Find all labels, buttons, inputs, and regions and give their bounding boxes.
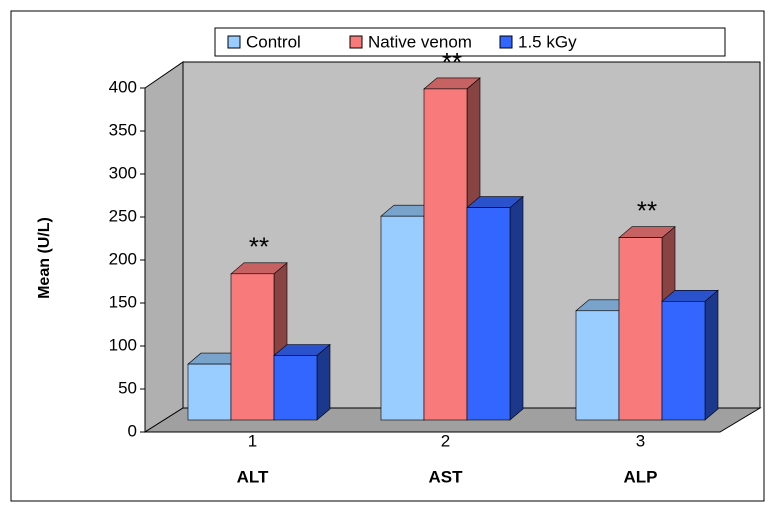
y-tick-label: 300: [109, 163, 137, 182]
bar-side: [509, 195, 524, 421]
bar: [230, 273, 275, 421]
x-tick-label: 1: [248, 431, 257, 450]
significance-label: **: [249, 232, 269, 262]
y-tick-label: 100: [109, 335, 137, 354]
bar: [618, 237, 663, 421]
significance-label: **: [637, 196, 657, 226]
y-tick-label: 200: [109, 249, 137, 268]
group-label: ALT: [237, 467, 269, 486]
y-tick-label: 50: [118, 378, 137, 397]
legend-label: Native venom: [368, 32, 472, 51]
significance-label: **: [442, 47, 462, 77]
legend-swatch: [227, 35, 241, 49]
bar: [380, 215, 425, 421]
y-tick-label: 0: [128, 421, 137, 440]
bar: [423, 88, 468, 421]
legend-swatch: [349, 35, 363, 49]
legend-label: 1.5 kGy: [518, 32, 577, 51]
side-wall: [144, 61, 184, 433]
bar-side: [316, 343, 331, 421]
bar: [273, 355, 318, 421]
bar-side: [704, 289, 719, 421]
group-label: ALP: [624, 467, 658, 486]
x-tick-label: 3: [636, 431, 645, 450]
bar: [575, 310, 620, 421]
x-tick-label: 2: [441, 431, 450, 450]
bar: [187, 363, 232, 421]
y-axis-label: Mean (U/L): [36, 217, 53, 299]
legend-swatch: [499, 35, 513, 49]
y-tick-label: 250: [109, 206, 137, 225]
legend: [214, 27, 726, 57]
group-label: AST: [429, 467, 464, 486]
bar: [466, 207, 511, 421]
legend-label: Control: [246, 32, 301, 51]
y-tick-label: 350: [109, 120, 137, 139]
y-tick-label: 400: [109, 77, 137, 96]
bar: [661, 301, 706, 421]
y-tick-label: 150: [109, 292, 137, 311]
